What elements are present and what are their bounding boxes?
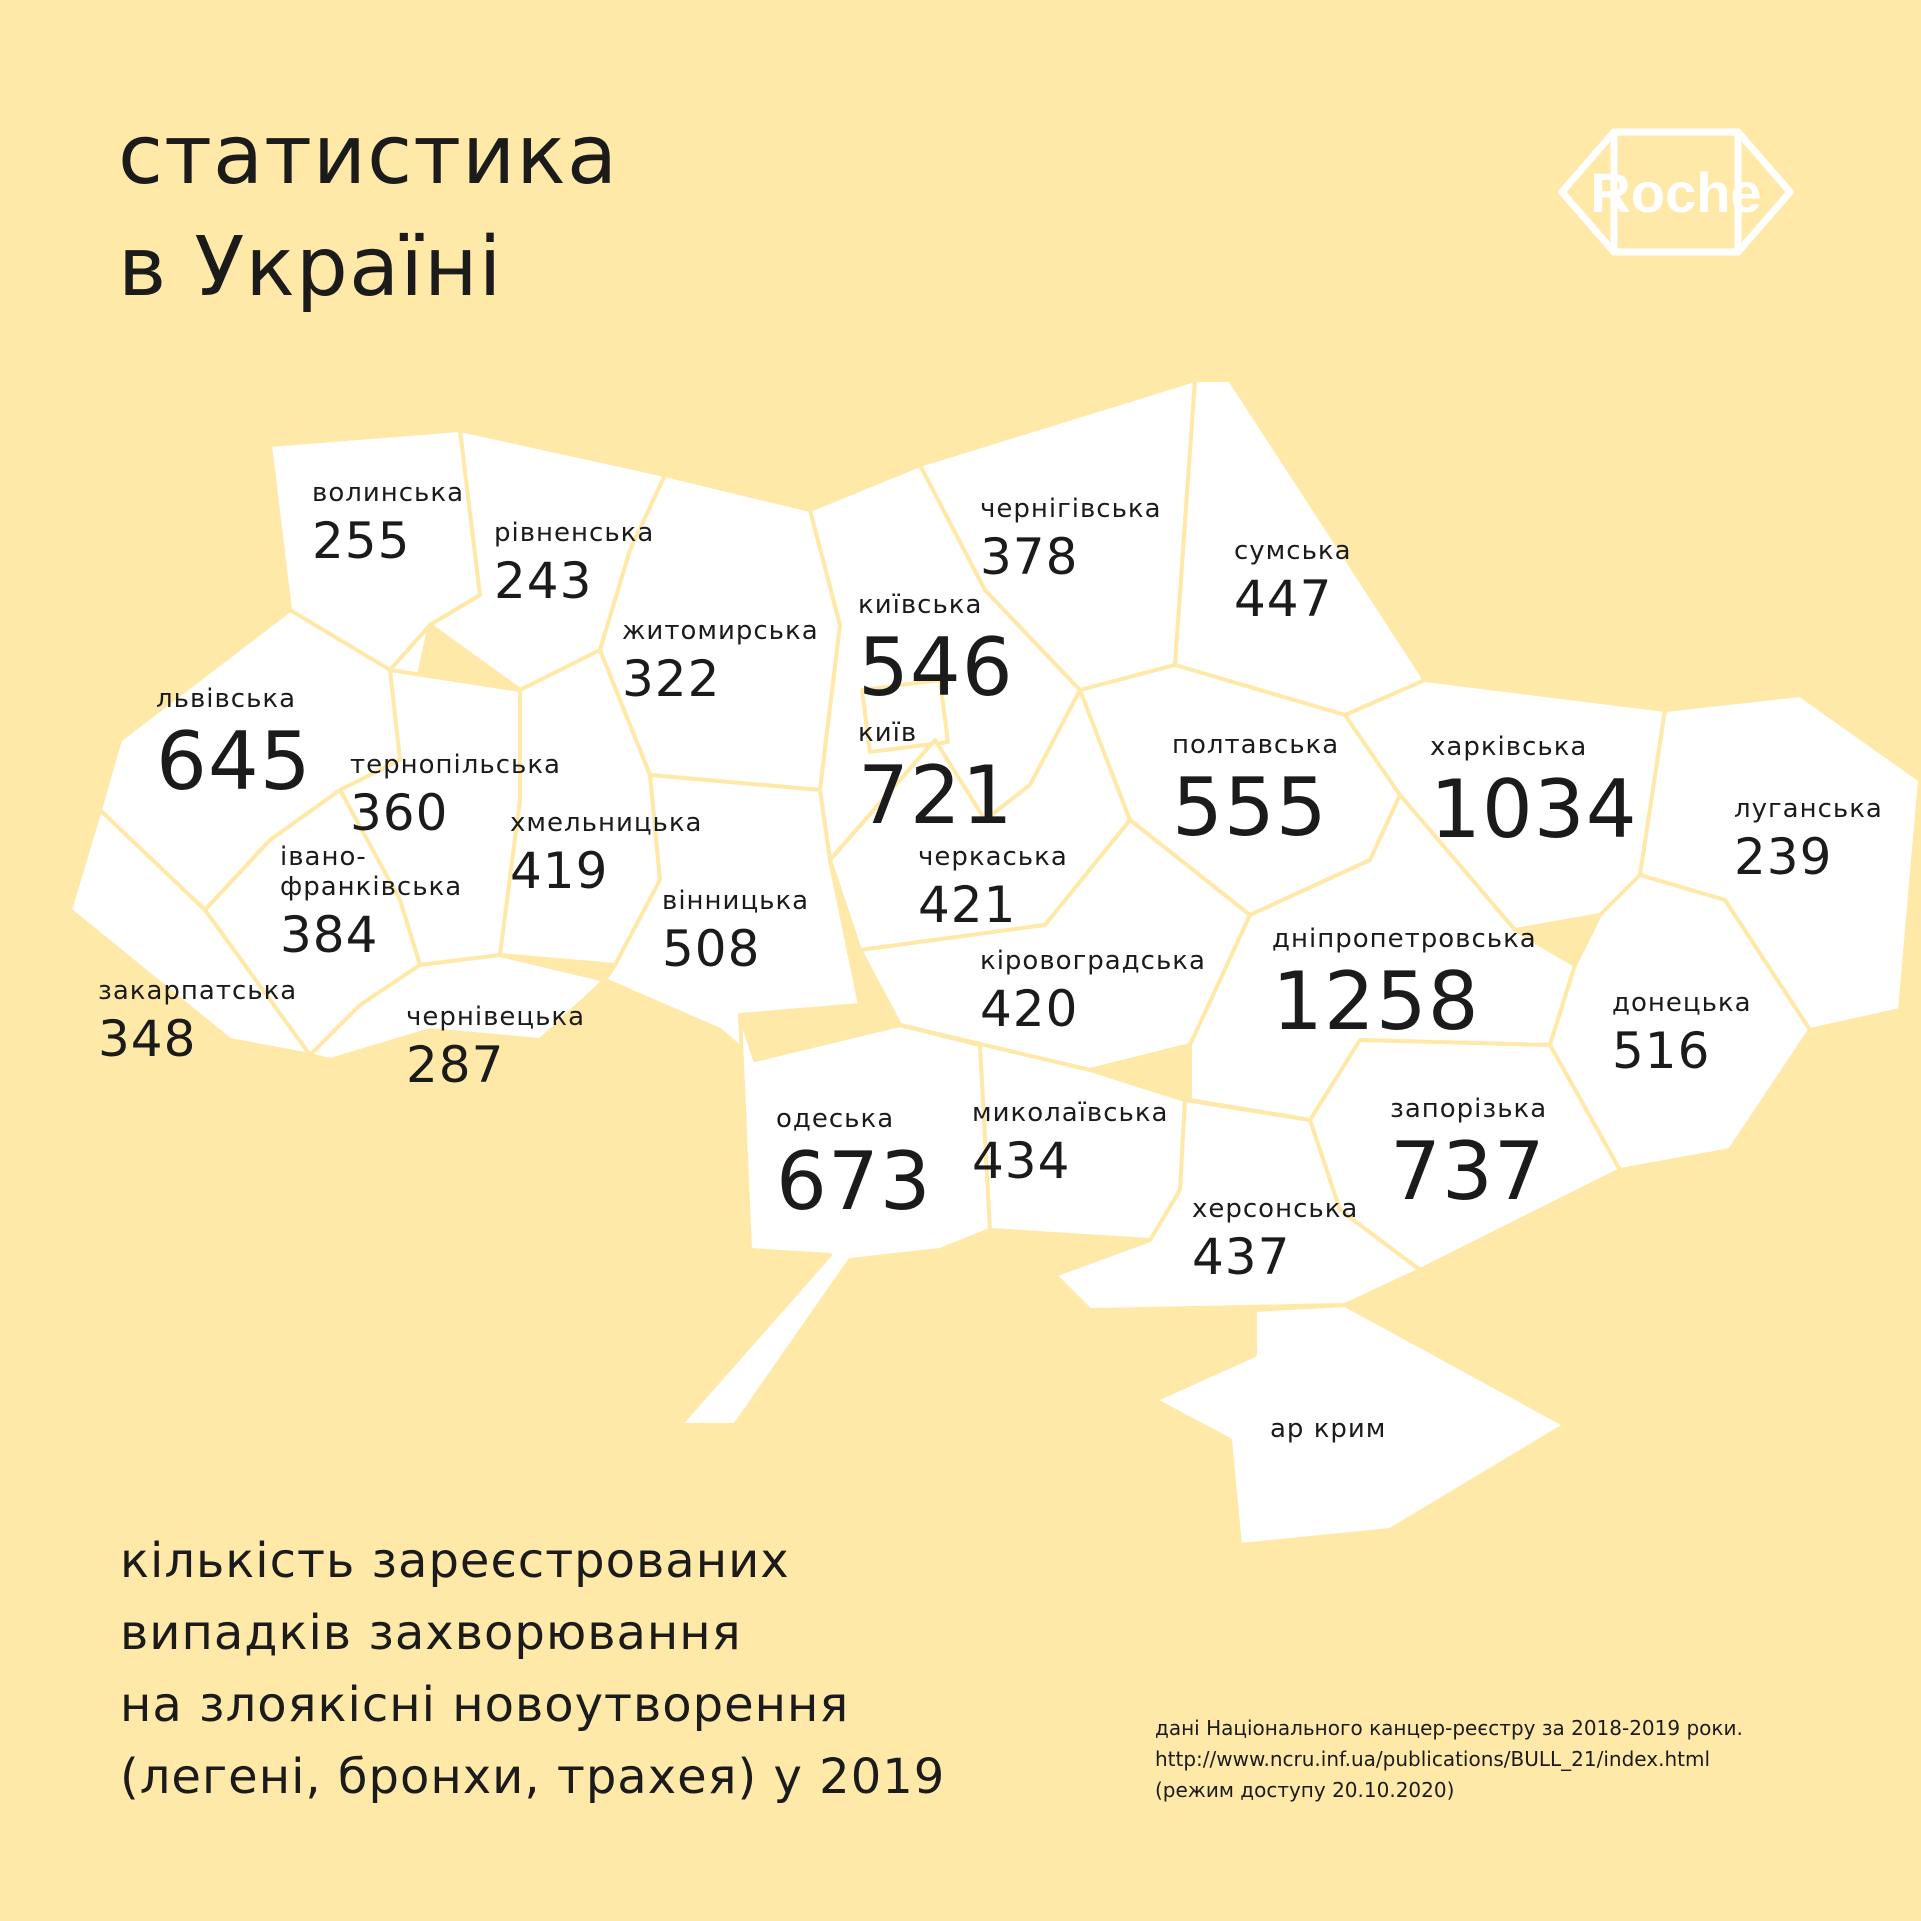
source-note: дані Національного канцер-реєстру за 201… [1155, 1713, 1743, 1806]
region-value: 645 [156, 715, 312, 808]
region-name: чернігівська [980, 494, 1162, 524]
region-value: 420 [980, 980, 1079, 1038]
region-value: 419 [510, 842, 609, 900]
region-label-volynska: волинська 255 [312, 478, 464, 566]
region-value: 360 [350, 784, 449, 842]
region-value: 737 [1390, 1125, 1546, 1218]
region-value: 721 [858, 749, 1014, 842]
region-label-khersonska: херсонська 437 [1192, 1194, 1358, 1282]
region-khersonska [1053, 1098, 1422, 1312]
region-name: запорізька [1390, 1094, 1548, 1124]
region-name: донецька [1612, 988, 1752, 1018]
roche-logo: Roche [1558, 128, 1794, 256]
region-label-sumska: сумська 447 [1234, 536, 1352, 624]
region-name: житомирська [622, 616, 819, 646]
subtitle: кількість зареєстрованих випадків захвор… [120, 1525, 945, 1813]
region-name: хмельницька [510, 808, 703, 838]
subtitle-line-3: на злоякісні новоутворення [120, 1677, 850, 1733]
region-name: харківська [1430, 732, 1588, 762]
region-label-khmelnytska: хмельницька 419 [510, 808, 703, 896]
title-line-1: статистика [118, 108, 619, 203]
region-name: черкаська [918, 842, 1068, 872]
subtitle-line-1: кількість зареєстрованих [120, 1533, 790, 1589]
region-value: 437 [1192, 1228, 1291, 1286]
region-label-lvivska: львівська 645 [156, 684, 312, 802]
region-name: полтавська [1172, 730, 1340, 760]
region-label-zaporizka: запорізька 737 [1390, 1094, 1547, 1212]
region-name: дніпропетровська [1272, 924, 1537, 954]
region-value: 378 [980, 528, 1079, 586]
region-odeska [678, 1013, 992, 1427]
region-value: 348 [98, 1010, 197, 1068]
region-value: 421 [918, 876, 1017, 934]
region-label-rivnenska: рівненська 243 [494, 518, 654, 606]
region-name: волинська [312, 478, 464, 508]
region-crimea [1153, 1303, 1567, 1547]
region-name: львівська [156, 684, 297, 714]
region-kyiv [860, 678, 950, 754]
region-name: івано- франківська [280, 842, 463, 902]
region-label-mykolaivska: миколаївська 434 [972, 1098, 1168, 1186]
region-label-kyivska: київська 546 [858, 590, 1014, 708]
region-label-cherkaska: черкаська 421 [918, 842, 1068, 930]
region-label-luhanska: луганська 239 [1734, 794, 1883, 882]
region-name: київ [858, 718, 918, 748]
region-name: рівненська [494, 518, 655, 548]
region-name: ар крим [1270, 1414, 1387, 1444]
source-line-1: дані Національного канцер-реєстру за 201… [1155, 1716, 1743, 1740]
region-name: сумська [1234, 536, 1352, 566]
logo-text: Roche [1590, 161, 1761, 224]
region-label-zhytomyrska: житомирська 322 [622, 616, 819, 704]
region-value: 434 [972, 1132, 1071, 1190]
region-name: луганська [1734, 794, 1883, 824]
source-line-2: http://www.ncru.inf.ua/publications/BULL… [1155, 1747, 1710, 1771]
source-line-3: (режим доступу 20.10.2020) [1155, 1778, 1455, 1802]
region-value: 555 [1172, 761, 1328, 854]
region-value: 1258 [1272, 955, 1480, 1048]
region-name: миколаївська [972, 1098, 1169, 1128]
region-chernivetska [308, 953, 607, 1062]
region-name: київська [858, 590, 983, 620]
title-line-2: в Україні [118, 220, 503, 315]
subtitle-line-2: випадків захворювання [120, 1605, 742, 1661]
region-value: 287 [406, 1036, 505, 1094]
region-label-dnipropetrovska: дніпропетровська 1258 [1272, 924, 1537, 1042]
region-value: 243 [494, 552, 593, 610]
region-value: 447 [1234, 570, 1333, 628]
region-name: вінницька [662, 886, 810, 916]
region-label-donetska: донецька 516 [1612, 988, 1752, 1076]
region-value: 1034 [1430, 763, 1638, 856]
region-zakarpatska [68, 808, 312, 1057]
region-label-chernihivska: чернігівська 378 [980, 494, 1162, 582]
region-name: херсонська [1192, 1194, 1359, 1224]
region-label-kharkivska: харківська 1034 [1430, 732, 1638, 850]
region-name: закарпатська [98, 976, 298, 1006]
region-label-kyiv: київ 721 [858, 718, 1014, 836]
region-value: 384 [280, 906, 379, 964]
region-value: 546 [858, 621, 1014, 714]
region-label-crimea: ар крим [1270, 1414, 1386, 1444]
region-label-chernivetska: чернівецька 287 [406, 1002, 585, 1090]
region-name: чернівецька [406, 1002, 586, 1032]
region-label-odeska: одеська 673 [776, 1104, 932, 1222]
region-name: одеська [776, 1104, 895, 1134]
region-value: 322 [622, 650, 721, 708]
region-label-poltavska: полтавська 555 [1172, 730, 1339, 848]
page-title: статистика в Україні [118, 100, 618, 324]
region-label-ternopilska: тернопільська 360 [350, 750, 561, 838]
region-name: тернопільська [350, 750, 561, 780]
region-label-kirovohradska: кіровоградська 420 [980, 946, 1206, 1034]
region-value: 516 [1612, 1022, 1711, 1080]
region-value: 673 [776, 1135, 932, 1228]
region-label-vinnytska: вінницька 508 [662, 886, 809, 974]
region-value: 255 [312, 512, 411, 570]
region-value: 239 [1734, 828, 1833, 886]
region-label-zakarpatska: закарпатська 348 [98, 976, 297, 1064]
region-value: 508 [662, 920, 761, 978]
region-label-ivano-frankivska: івано- франківська 384 [280, 842, 462, 960]
region-name: кіровоградська [980, 946, 1206, 976]
subtitle-line-4: (легені, бронхи, трахея) у 2019 [120, 1749, 946, 1805]
